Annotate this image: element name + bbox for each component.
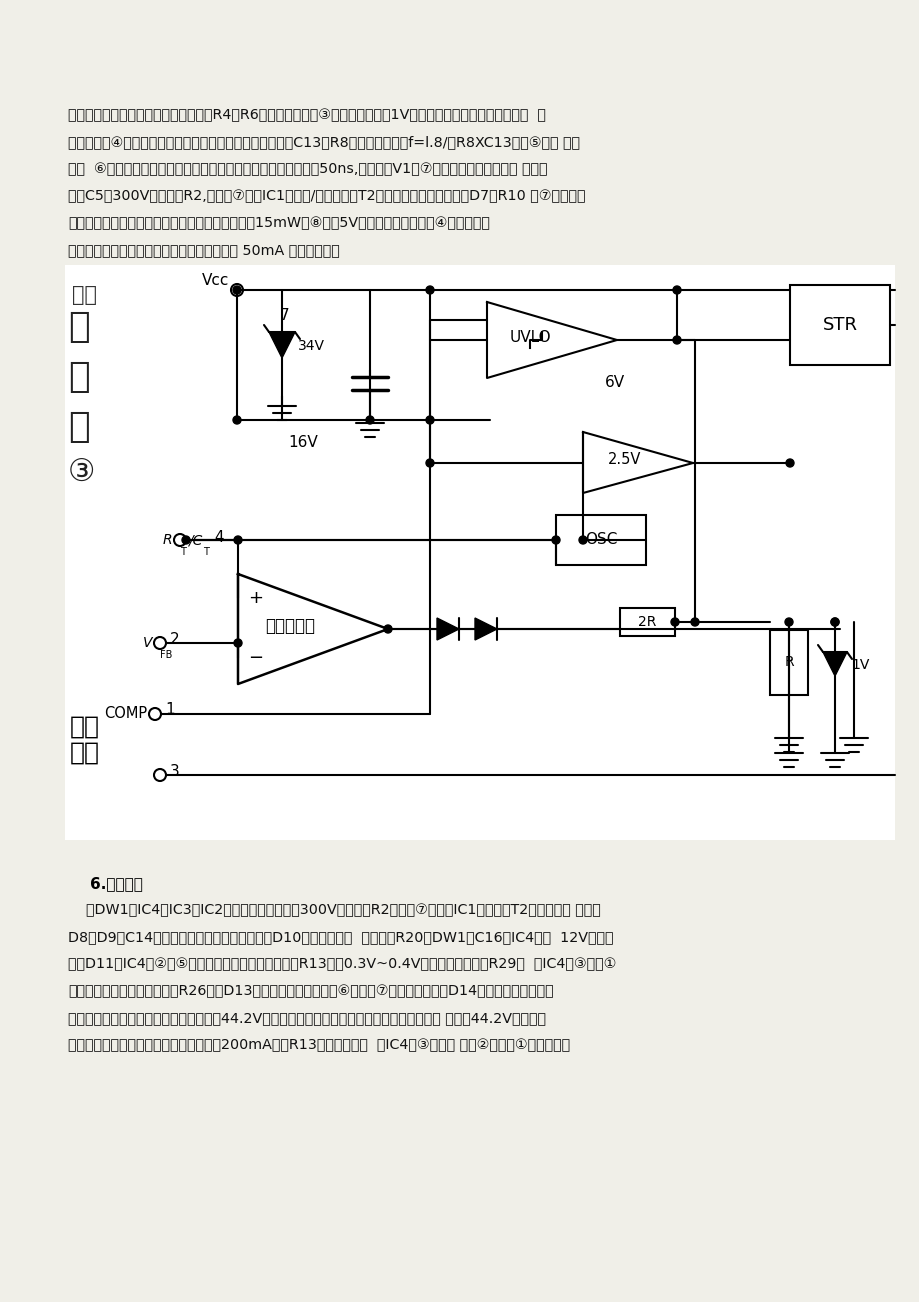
Text: 7: 7: [280, 309, 289, 323]
Circle shape: [233, 639, 242, 647]
Text: 充电电流过大或负载短路等故障时通过R4、R6检测到的电压（③脚的电压）超过1V时，缩小脉冲宽度使电源处于间  歇: 充电电流过大或负载短路等故障时通过R4、R6检测到的电压（③脚的电压）超过1V时…: [68, 108, 545, 122]
Circle shape: [830, 618, 838, 626]
Circle shape: [690, 618, 698, 626]
Circle shape: [670, 618, 678, 626]
Circle shape: [578, 536, 586, 544]
Text: 电流
检测: 电流 检测: [70, 715, 100, 766]
Text: FB: FB: [160, 650, 172, 660]
Circle shape: [383, 625, 391, 633]
Circle shape: [673, 336, 680, 344]
Text: STR: STR: [822, 316, 857, 335]
Text: Vcc: Vcc: [201, 273, 229, 288]
Text: 2R: 2R: [638, 615, 656, 629]
Text: COMP: COMP: [104, 707, 147, 721]
Text: T: T: [203, 547, 209, 557]
Text: 压，D11为IC4的②、⑤脚提供基准电压。正常充电时R13上有0.3V~0.4V的电压，此电压经R29加  到IC4的③脚，①: 压，D11为IC4的②、⑤脚提供基准电压。正常充电时R13上有0.3V~0.4V…: [68, 957, 616, 971]
Text: −: −: [248, 648, 263, 667]
Circle shape: [182, 536, 190, 544]
Bar: [555, 516, 645, 565]
Text: 1V: 1V: [850, 658, 868, 672]
Text: 工作状态；④脚为定时端，内部振荡器的工作频率由外接的C13、R8决定时间常数，f=l.8/（R8XC13）；⑤脚为 公共: 工作状态；④脚为定时端，内部振荡器的工作频率由外接的C13、R8决定时间常数，f…: [68, 135, 579, 148]
Text: R: R: [783, 655, 793, 669]
Text: 上: 上: [68, 410, 89, 444]
Polygon shape: [823, 652, 846, 676]
Bar: [65, 266, 894, 840]
Polygon shape: [474, 618, 496, 641]
Polygon shape: [268, 332, 295, 358]
Circle shape: [425, 417, 434, 424]
Text: 2.5V: 2.5V: [607, 453, 641, 467]
Text: V: V: [142, 635, 152, 650]
Text: 由DW1、IC4、IC3、IC2等组成。通电开始后300V电压经过R2，达到⑦脚强迫IC1启动后，T2线圈的次级 电压经: 由DW1、IC4、IC3、IC2等组成。通电开始后300V电压经过R2，达到⑦脚…: [68, 904, 600, 917]
Text: 地端  ⑥脚为推挽输出端，内部为图腾柱式，上升、下降时间仅为50ns,直接驱动V1；⑦脚是直流电源供电端。 通电开: 地端 ⑥脚为推挽输出端，内部为图腾柱式，上升、下降时间仅为50ns,直接驱动V1…: [68, 161, 547, 176]
Circle shape: [830, 618, 838, 626]
Polygon shape: [437, 618, 459, 641]
Text: 始时C5的300V电压经过R2,达到脚⑦强迫IC1启动，/工作。同时T2副线圈产生感应电压，经D7、R10 给⑦脚提供可: 始时C5的300V电压经过R2,达到脚⑦强迫IC1启动，/工作。同时T2副线圈产…: [68, 189, 584, 203]
Bar: [619, 608, 675, 635]
Circle shape: [673, 286, 680, 294]
Text: 逐: 逐: [68, 310, 89, 344]
Text: UVLO: UVLO: [509, 329, 551, 345]
Text: T: T: [180, 547, 186, 557]
Bar: [789, 285, 889, 365]
Text: 34V: 34V: [298, 339, 324, 353]
Text: 1: 1: [165, 703, 175, 717]
Text: 误差放大器: 误差放大器: [265, 617, 314, 635]
Circle shape: [233, 286, 241, 294]
Text: 16V: 16V: [288, 435, 317, 450]
Text: +: +: [248, 589, 263, 607]
Circle shape: [233, 417, 241, 424]
Circle shape: [785, 460, 793, 467]
Text: 3: 3: [170, 763, 179, 779]
Text: 4: 4: [210, 530, 224, 544]
Text: 减: 减: [68, 359, 89, 395]
Text: 的电压从而稳定内部振荡器的工作频率，它有 50mA 的负载能力。: 的电压从而稳定内部振荡器的工作频率，它有 50mA 的负载能力。: [68, 243, 339, 256]
Text: 时充电电流逐渐减小。当充电电流减小到200mA时，R13上的电压下降  当IC4的③脚电压 低于②脚时，①脚输出低电: 时充电电流逐渐减小。当充电电流减小到200mA时，R13上的电压下降 当IC4的…: [68, 1038, 570, 1052]
Text: /C: /C: [187, 533, 202, 547]
Text: 6.控制电路: 6.控制电路: [90, 876, 142, 891]
Circle shape: [551, 536, 560, 544]
Text: 进入恒流充电阶段。当蓄电池电压上升至44.2V左右时，充电器进入恒压充电阶段，输出电压维 持在仍44.2V左右，这: 进入恒流充电阶段。当蓄电池电压上升至44.2V左右时，充电器进入恒压充电阶段，输…: [68, 1010, 545, 1025]
Circle shape: [425, 460, 434, 467]
Circle shape: [784, 618, 792, 626]
Text: ③: ③: [68, 458, 96, 487]
Text: R: R: [162, 533, 172, 547]
Circle shape: [366, 417, 374, 424]
Text: D8、D9、C14整流滤波的稳定电压，一路通过D10给蓄电池充电  另一路经R20、DW1、C16为IC4提供  12V工作电: D8、D9、C14整流滤波的稳定电压，一路通过D10给蓄电池充电 另一路经R20…: [68, 930, 613, 944]
Bar: [769, 630, 807, 695]
Text: 靠的电源。它具有欠、过压锁定功能，芯片功耗为15mW；⑧脚为5V基准电压输出端，为④脚提供稳定: 靠的电源。它具有欠、过压锁定功能，芯片功耗为15mW；⑧脚为5V基准电压输出端，…: [68, 216, 489, 230]
Text: 6V: 6V: [605, 375, 624, 391]
Text: 脚输出高电平，此电压一路经R26点亮D13（红灯）；另一路输人⑥脚，使⑦脚输出低电平，D14（绿灯）灭。充电器: 脚输出高电平，此电压一路经R26点亮D13（红灯）；另一路输人⑥脚，使⑦脚输出低…: [68, 984, 553, 999]
Text: 2: 2: [170, 631, 179, 647]
Text: 七，: 七，: [72, 285, 96, 305]
Circle shape: [425, 286, 434, 294]
Circle shape: [233, 536, 242, 544]
Text: OSC: OSC: [584, 533, 617, 548]
